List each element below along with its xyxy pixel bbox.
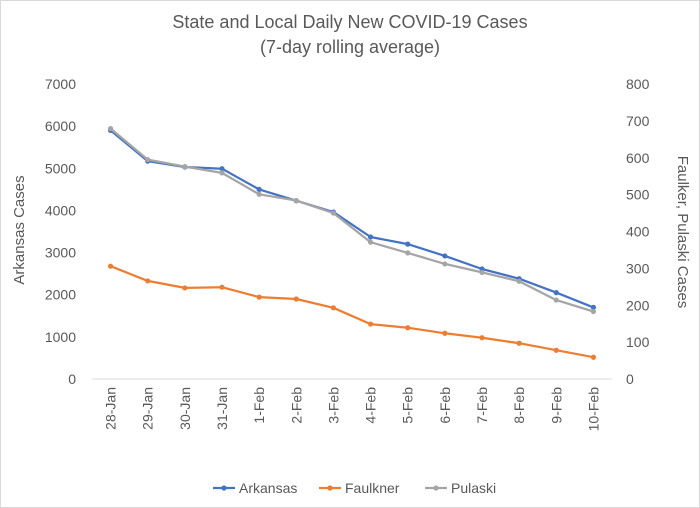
left-tick-label: 5000 xyxy=(45,160,76,176)
x-tick-label: 29-Jan xyxy=(140,387,156,430)
data-point-arkansas xyxy=(256,186,262,192)
x-tick-label: 30-Jan xyxy=(177,387,193,430)
data-point-arkansas xyxy=(405,241,411,247)
data-point-pulaski xyxy=(479,269,485,276)
x-tick-label: 9-Feb xyxy=(548,387,564,424)
data-point-faulkner xyxy=(479,335,485,341)
x-tick-label: 10-Feb xyxy=(585,387,601,432)
data-point-faulkner xyxy=(442,330,448,336)
data-point-faulkner xyxy=(553,347,559,353)
data-point-faulkner xyxy=(145,278,151,284)
right-axis-title: Faulker, Pulaski Cases xyxy=(674,156,691,309)
data-point-arkansas xyxy=(590,304,597,310)
left-tick-label: 2000 xyxy=(45,287,76,303)
legend-marker-pulaski xyxy=(433,485,439,491)
data-point-faulkner xyxy=(590,354,597,360)
data-point-faulkner xyxy=(293,296,299,302)
x-tick-label: 6-Feb xyxy=(437,387,453,424)
data-point-pulaski xyxy=(293,197,299,204)
series-line-pulaski xyxy=(109,127,595,313)
data-point-pulaski xyxy=(442,261,448,267)
right-tick-label: 800 xyxy=(626,76,650,92)
data-point-faulkner xyxy=(330,305,337,311)
left-tick-label: 7000 xyxy=(45,76,76,92)
legend-label-faulkner: Faulkner xyxy=(345,480,400,496)
x-tick-label: 2-Feb xyxy=(288,387,304,424)
data-point-arkansas xyxy=(219,166,225,172)
legend-marker-arkansas xyxy=(221,485,227,491)
data-point-pulaski xyxy=(182,164,188,170)
right-tick-label: 0 xyxy=(626,371,634,387)
left-axis-title: Arkansas Cases xyxy=(11,175,28,284)
data-point-faulkner xyxy=(516,340,522,346)
legend-label-arkansas: Arkansas xyxy=(239,480,297,496)
x-tick-label: 5-Feb xyxy=(400,387,416,424)
left-tick-label: 3000 xyxy=(45,245,76,261)
right-tick-label: 600 xyxy=(626,150,650,166)
right-tick-label: 100 xyxy=(626,334,650,350)
data-point-arkansas xyxy=(442,253,448,259)
data-point-pulaski xyxy=(516,278,522,284)
x-tick-label: 1-Feb xyxy=(251,387,267,424)
left-tick-label: 0 xyxy=(68,371,76,387)
data-point-pulaski xyxy=(107,126,114,132)
right-tick-label: 400 xyxy=(626,224,650,240)
series-line-faulkner xyxy=(109,265,595,359)
data-point-pulaski xyxy=(553,297,559,303)
right-tick-label: 700 xyxy=(626,113,650,129)
x-tick-label: 28-Jan xyxy=(103,387,119,430)
x-tick-label: 7-Feb xyxy=(474,387,490,424)
data-point-faulkner xyxy=(219,284,225,290)
data-point-faulkner xyxy=(182,285,188,291)
data-point-arkansas xyxy=(553,290,559,296)
left-tick-label: 1000 xyxy=(45,329,76,345)
x-tick-label: 4-Feb xyxy=(363,387,379,424)
left-tick-label: 6000 xyxy=(45,118,76,134)
plot-area: 0 1000 2000 3000 4000 5000 6000 7000 0 100 200 300 4… xyxy=(45,76,650,431)
left-tick-label: 4000 xyxy=(45,202,76,218)
data-point-faulkner xyxy=(367,321,374,327)
data-point-faulkner xyxy=(107,263,114,269)
data-point-pulaski xyxy=(219,170,225,176)
legend-marker-faulkner xyxy=(327,485,333,491)
data-point-arkansas xyxy=(367,234,374,240)
legend-label-pulaski: Pulaski xyxy=(451,480,496,496)
data-point-pulaski xyxy=(145,156,151,163)
data-point-pulaski xyxy=(590,308,597,315)
x-tick-label: 31-Jan xyxy=(214,387,230,430)
chart-title-line-1: State and Local Daily New COVID-19 Cases xyxy=(172,12,527,32)
data-point-pulaski xyxy=(405,250,411,256)
legend: Arkansas Faulkner Pulaski xyxy=(213,480,496,496)
data-point-pulaski xyxy=(330,210,337,216)
x-tick-label: 3-Feb xyxy=(325,387,341,424)
x-tick-label: 8-Feb xyxy=(511,387,527,424)
data-point-faulkner xyxy=(405,325,411,331)
right-tick-label: 500 xyxy=(626,187,650,203)
data-point-pulaski xyxy=(367,239,374,245)
right-tick-label: 200 xyxy=(626,297,650,313)
chart-title-line-2: (7-day rolling average) xyxy=(260,37,440,57)
data-point-faulkner xyxy=(256,294,262,300)
right-tick-label: 300 xyxy=(626,260,650,276)
data-point-pulaski xyxy=(256,191,262,197)
